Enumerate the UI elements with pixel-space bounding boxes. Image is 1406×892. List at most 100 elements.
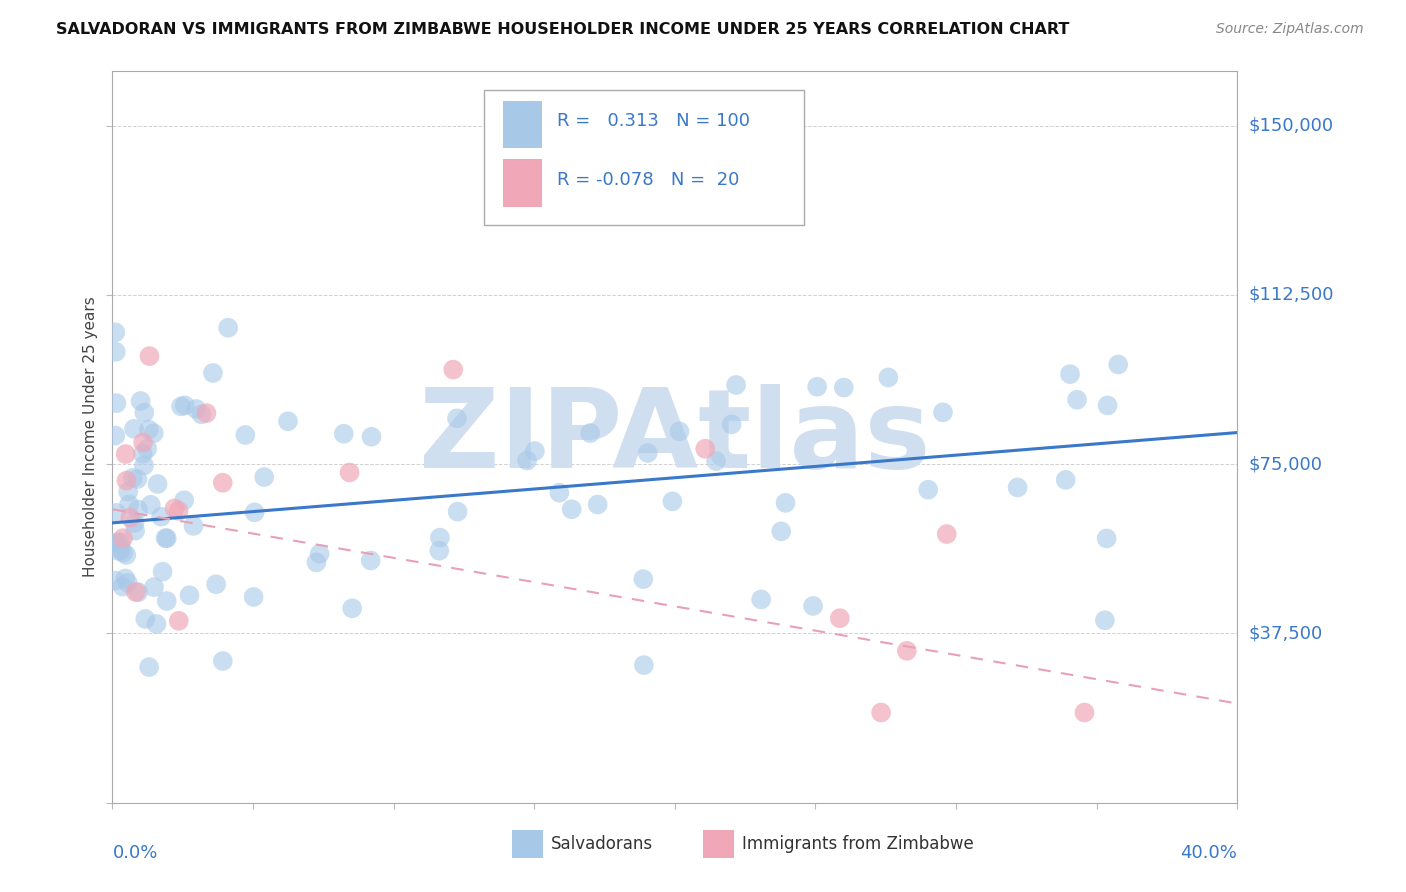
Text: 40.0%: 40.0% — [1181, 845, 1237, 863]
Text: $150,000: $150,000 — [1249, 117, 1333, 135]
Point — [107, 544, 129, 558]
Point — [115, 548, 138, 562]
Point — [183, 519, 205, 533]
Point — [932, 405, 955, 419]
Point — [548, 485, 571, 500]
Text: Salvadorans: Salvadorans — [551, 836, 654, 854]
Point — [1059, 367, 1081, 381]
Point — [211, 654, 233, 668]
Point — [124, 524, 146, 538]
Point — [446, 505, 468, 519]
Text: ZIPAtlas: ZIPAtlas — [419, 384, 931, 491]
Point — [184, 401, 207, 416]
Text: $112,500: $112,500 — [1249, 285, 1334, 304]
Point — [775, 496, 797, 510]
Point — [136, 442, 159, 456]
Point — [342, 601, 364, 615]
Point — [806, 380, 828, 394]
Point — [277, 414, 299, 428]
Point — [333, 426, 356, 441]
Point — [112, 546, 135, 560]
Point — [1054, 473, 1077, 487]
Point — [125, 585, 148, 599]
Point — [150, 509, 173, 524]
Point — [217, 320, 239, 334]
Point — [152, 565, 174, 579]
Point — [127, 585, 149, 599]
Point — [1107, 358, 1129, 372]
Point — [586, 498, 609, 512]
Point — [429, 531, 451, 545]
Point — [118, 497, 141, 511]
Point — [695, 442, 717, 456]
FancyBboxPatch shape — [503, 159, 543, 207]
Point — [305, 555, 328, 569]
Point — [523, 444, 546, 458]
Point — [145, 616, 167, 631]
Point — [105, 506, 128, 520]
Point — [233, 428, 256, 442]
Point — [134, 612, 156, 626]
Point — [446, 411, 468, 425]
Point — [138, 660, 160, 674]
Point — [877, 370, 900, 384]
Point — [1007, 480, 1029, 494]
FancyBboxPatch shape — [503, 101, 543, 148]
Point — [104, 326, 127, 340]
Point — [195, 406, 218, 420]
Point — [112, 531, 135, 545]
Point — [120, 510, 142, 524]
Point — [122, 422, 145, 436]
Point — [1097, 398, 1119, 412]
FancyBboxPatch shape — [703, 830, 734, 858]
Point — [720, 417, 742, 432]
Point — [749, 592, 772, 607]
Point — [211, 475, 233, 490]
Point — [725, 378, 748, 392]
Point — [107, 535, 129, 549]
Point — [156, 594, 179, 608]
Point — [637, 446, 659, 460]
Point — [167, 504, 190, 518]
Point — [801, 599, 824, 613]
Point — [110, 535, 132, 549]
Point — [163, 501, 186, 516]
Point — [138, 423, 160, 437]
Point — [127, 502, 149, 516]
Point — [1095, 532, 1118, 546]
Point — [114, 447, 136, 461]
Point — [360, 553, 382, 567]
Point — [104, 344, 127, 359]
Point — [770, 524, 793, 539]
Point — [155, 531, 177, 545]
Text: Source: ZipAtlas.com: Source: ZipAtlas.com — [1216, 22, 1364, 37]
Point — [661, 494, 683, 508]
Point — [917, 483, 939, 497]
Point — [633, 572, 655, 586]
Point — [167, 614, 190, 628]
Point — [308, 547, 330, 561]
Y-axis label: Householder Income Under 25 years: Householder Income Under 25 years — [83, 297, 98, 577]
Point — [139, 498, 162, 512]
FancyBboxPatch shape — [512, 830, 543, 858]
Point — [253, 470, 276, 484]
Point — [242, 590, 264, 604]
Point — [132, 447, 155, 461]
Point — [170, 400, 193, 414]
Text: $75,000: $75,000 — [1249, 455, 1323, 473]
Point — [129, 394, 152, 409]
Point — [156, 531, 179, 545]
Point — [1066, 392, 1088, 407]
Point — [124, 516, 146, 530]
Point — [935, 527, 957, 541]
Point — [441, 362, 464, 376]
Point — [173, 493, 195, 508]
Point — [114, 572, 136, 586]
Point — [117, 575, 139, 590]
Point — [121, 471, 143, 485]
Text: R = -0.078   N =  20: R = -0.078 N = 20 — [557, 170, 740, 188]
Point — [704, 454, 727, 468]
Point — [179, 588, 201, 602]
Point — [173, 398, 195, 412]
Point — [104, 428, 127, 442]
